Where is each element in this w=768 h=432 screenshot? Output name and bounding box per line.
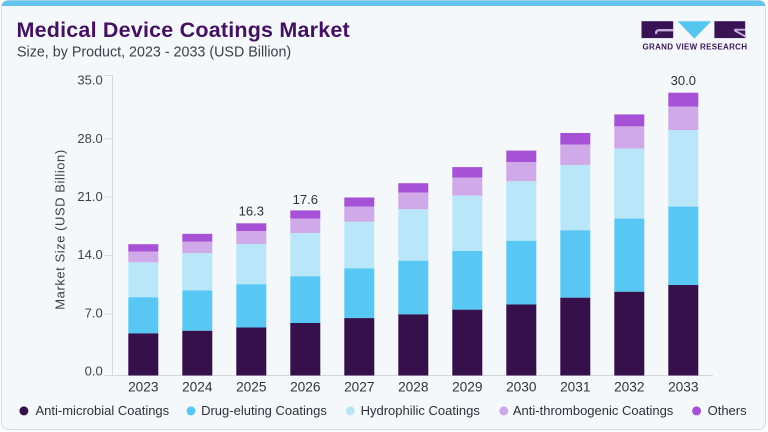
svg-text:2024: 2024 <box>182 380 213 395</box>
svg-text:2026: 2026 <box>290 380 321 395</box>
svg-text:35.0: 35.0 <box>77 73 102 88</box>
svg-text:16.3: 16.3 <box>239 203 264 218</box>
svg-text:7.0: 7.0 <box>85 305 103 320</box>
svg-text:30.0: 30.0 <box>671 73 696 88</box>
svg-text:0.0: 0.0 <box>85 364 103 379</box>
svg-text:2033: 2033 <box>668 380 699 395</box>
svg-text:Medical Device Coatings Market: Medical Device Coatings Market <box>17 18 350 42</box>
svg-text:GRAND VIEW RESEARCH: GRAND VIEW RESEARCH <box>643 42 748 51</box>
svg-text:Drug-eluting Coatings: Drug-eluting Coatings <box>201 403 327 418</box>
svg-text:2027: 2027 <box>344 380 374 395</box>
svg-text:Others: Others <box>708 403 748 418</box>
svg-text:2028: 2028 <box>398 380 429 395</box>
svg-text:Market Size (USD Billion): Market Size (USD Billion) <box>53 149 68 309</box>
svg-text:2031: 2031 <box>560 380 590 395</box>
svg-text:17.6: 17.6 <box>293 192 318 207</box>
svg-text:14.0: 14.0 <box>77 247 102 262</box>
svg-text:21.0: 21.0 <box>77 189 102 204</box>
svg-text:Anti-thrombogenic Coatings: Anti-thrombogenic Coatings <box>513 403 674 418</box>
svg-text:2023: 2023 <box>128 380 159 395</box>
svg-text:28.0: 28.0 <box>77 131 102 146</box>
svg-text:2025: 2025 <box>236 380 267 395</box>
svg-text:2030: 2030 <box>506 380 537 395</box>
svg-text:Size, by Product, 2023 - 2033: Size, by Product, 2023 - 2033 (USD Billi… <box>17 44 291 60</box>
svg-text:2029: 2029 <box>452 380 482 395</box>
svg-text:Anti-microbial Coatings: Anti-microbial Coatings <box>36 403 170 418</box>
svg-text:Hydrophilic Coatings: Hydrophilic Coatings <box>361 403 481 418</box>
svg-text:2032: 2032 <box>614 380 644 395</box>
